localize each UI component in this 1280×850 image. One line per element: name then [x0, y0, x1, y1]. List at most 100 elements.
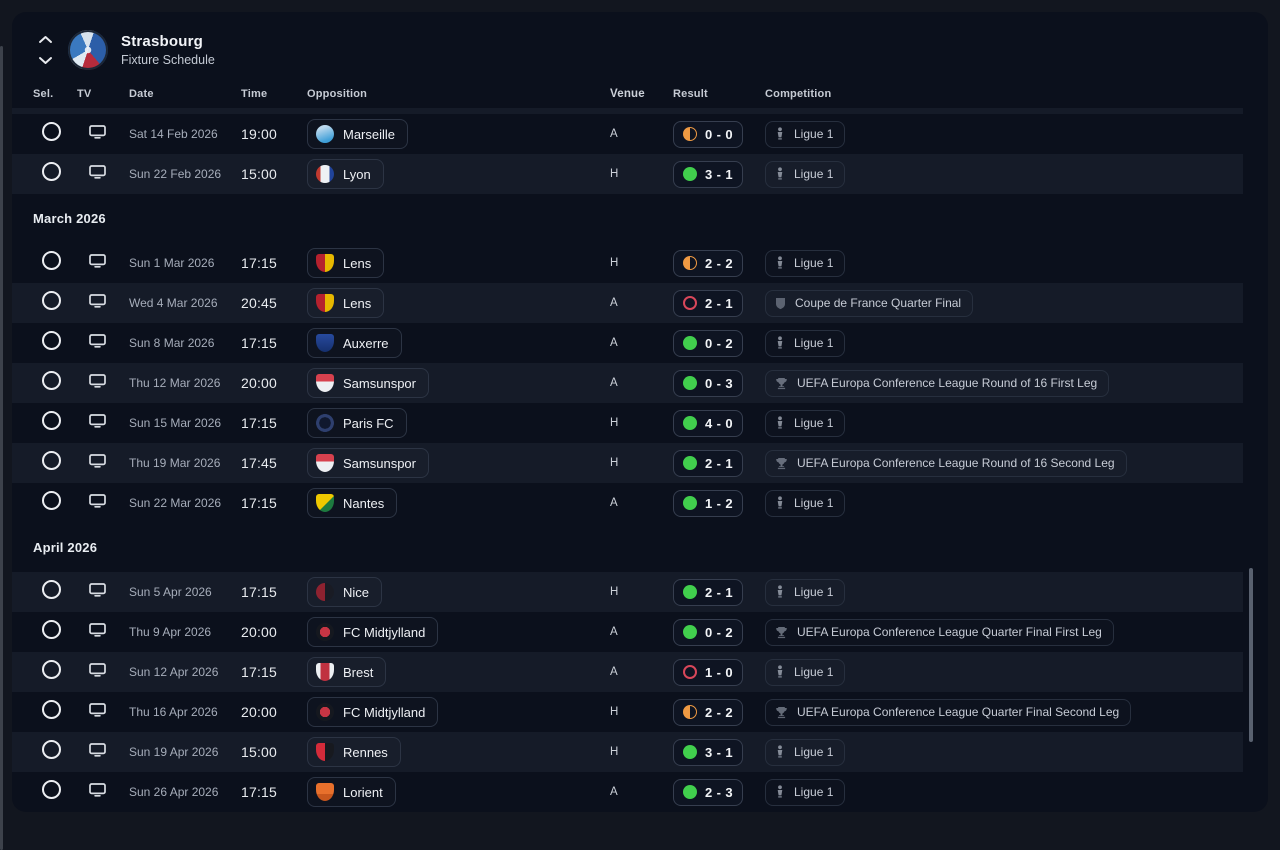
competition-badge[interactable]: Ligue 1: [765, 120, 846, 148]
select-radio[interactable]: [42, 620, 61, 639]
month-label: March 2026: [33, 211, 106, 226]
competition-badge[interactable]: UEFA Europa Conference League Quarter Fi…: [765, 618, 1114, 646]
opposition-button[interactable]: Samsunspor: [307, 368, 429, 398]
column-header-opposition[interactable]: Opposition: [307, 88, 368, 100]
result-badge[interactable]: 2 - 2: [673, 698, 744, 726]
result-badge[interactable]: 3 - 1: [673, 160, 744, 188]
select-radio[interactable]: [42, 451, 61, 470]
chevron-up-icon[interactable]: [36, 34, 54, 46]
fixture-row[interactable]: Sun 5 Apr 2026 17:15 Nice H 2 - 1 Ligue 1: [12, 572, 1243, 612]
column-header-sel[interactable]: Sel.: [33, 88, 54, 100]
fixture-row[interactable]: Sun 8 Mar 2026 17:15 Auxerre A 0 - 2 Ligue 1: [12, 323, 1243, 363]
select-radio[interactable]: [42, 660, 61, 679]
opposition-button[interactable]: Rennes: [307, 737, 401, 767]
opposition-button[interactable]: FC Midtjylland: [307, 617, 439, 647]
result-badge[interactable]: 0 - 3: [673, 369, 744, 397]
select-radio[interactable]: [42, 162, 61, 181]
fixture-row[interactable]: Thu 16 Apr 2026 20:00 FC Midtjylland H 2 - 2…: [12, 692, 1243, 732]
opposition-button[interactable]: FC Midtjylland: [307, 697, 439, 727]
result-badge[interactable]: 1 - 2: [673, 489, 744, 517]
opposition-button[interactable]: Nantes: [307, 488, 398, 518]
result-badge[interactable]: 2 - 3: [673, 778, 744, 806]
competition-badge[interactable]: Ligue 1: [765, 578, 846, 606]
select-radio[interactable]: [42, 291, 61, 310]
fixture-row[interactable]: Thu 9 Apr 2026 20:00 FC Midtjylland A 0 - 2 U…: [12, 612, 1243, 652]
chevron-down-icon[interactable]: [36, 55, 54, 67]
result-badge[interactable]: 3 - 1: [673, 738, 744, 766]
fixture-row[interactable]: Thu 12 Mar 2026 20:00 Samsunspor A 0 - 3 UEFA…: [12, 363, 1243, 403]
result-badge[interactable]: 0 - 2: [673, 618, 744, 646]
fixture-row[interactable]: Sun 22 Mar 2026 17:15 Nantes A 1 - 2 Ligue 1: [12, 483, 1243, 523]
column-header-date[interactable]: Date: [129, 88, 154, 100]
opposition-button[interactable]: Auxerre: [307, 328, 402, 358]
fixture-time: 17:15: [241, 664, 278, 680]
opposition-button[interactable]: Lens: [307, 248, 385, 278]
result-badge[interactable]: 0 - 0: [673, 120, 744, 148]
result-badge[interactable]: 2 - 1: [673, 578, 744, 606]
fixture-row[interactable]: Sat 14 Feb 2026 19:00 Marseille A 0 - 0 Ligue…: [12, 114, 1243, 154]
tv-icon: [89, 453, 106, 468]
opposition-name: Marseille: [343, 126, 396, 142]
fixture-row[interactable]: Sun 12 Apr 2026 17:15 Brest A 1 - 0 Ligue 1: [12, 652, 1243, 692]
competition-badge[interactable]: UEFA Europa Conference League Quarter Fi…: [765, 698, 1132, 726]
opposition-button[interactable]: Brest: [307, 657, 387, 687]
venue-label: H: [610, 168, 619, 180]
select-radio[interactable]: [42, 411, 61, 430]
result-win-icon: [683, 785, 697, 799]
competition-badge[interactable]: Ligue 1: [765, 409, 846, 437]
column-header-tv[interactable]: TV: [77, 88, 92, 100]
opposition-name: Nantes: [343, 495, 385, 511]
fixture-table: Sat 14 Feb 2026 19:00 Marseille A 0 - 0 Ligue…: [12, 108, 1243, 812]
select-radio[interactable]: [42, 371, 61, 390]
column-header-competition[interactable]: Competition: [765, 88, 832, 100]
score: 1 - 2: [705, 495, 734, 511]
fixture-row[interactable]: Sun 26 Apr 2026 17:15 Lorient A 2 - 3 Ligue 1: [12, 772, 1243, 812]
column-header-venue[interactable]: Venue: [610, 88, 645, 100]
select-radio[interactable]: [42, 580, 61, 599]
opposition-button[interactable]: Lyon: [307, 159, 384, 189]
opposition-button[interactable]: Paris FC: [307, 408, 407, 438]
competition-badge[interactable]: Ligue 1: [765, 489, 846, 517]
opposition-button[interactable]: Marseille: [307, 119, 409, 149]
select-radio[interactable]: [42, 700, 61, 719]
competition-name: Coupe de France Quarter Final: [795, 296, 962, 310]
select-radio[interactable]: [42, 122, 61, 141]
competition-badge[interactable]: Ligue 1: [765, 160, 846, 188]
select-radio[interactable]: [42, 491, 61, 510]
competition-badge[interactable]: Coupe de France Quarter Final: [765, 289, 974, 317]
competition-badge[interactable]: Ligue 1: [765, 658, 846, 686]
competition-badge[interactable]: Ligue 1: [765, 329, 846, 357]
opposition-button[interactable]: Samsunspor: [307, 448, 429, 478]
result-badge[interactable]: 2 - 2: [673, 249, 744, 277]
result-badge[interactable]: 0 - 2: [673, 329, 744, 357]
fixture-row[interactable]: Sun 22 Feb 2026 15:00 Lyon H 3 - 1 Ligue 1: [12, 154, 1243, 194]
fixture-row[interactable]: Wed 4 Mar 2026 20:45 Lens A 2 - 1 Coupe de Fr…: [12, 283, 1243, 323]
select-radio[interactable]: [42, 331, 61, 350]
result-badge[interactable]: 2 - 1: [673, 289, 744, 317]
result-win-icon: [683, 167, 697, 181]
select-radio[interactable]: [42, 780, 61, 799]
competition-badge[interactable]: UEFA Europa Conference League Round of 1…: [765, 369, 1110, 397]
column-header-result[interactable]: Result: [673, 88, 708, 100]
team-badge-icon: [316, 583, 334, 601]
select-radio[interactable]: [42, 740, 61, 759]
select-radio[interactable]: [42, 251, 61, 270]
opposition-button[interactable]: Lorient: [307, 777, 396, 807]
competition-badge[interactable]: Ligue 1: [765, 738, 846, 766]
opposition-button[interactable]: Lens: [307, 288, 385, 318]
scrollbar-thumb[interactable]: [1249, 568, 1253, 742]
fixture-row[interactable]: Sun 19 Apr 2026 15:00 Rennes H 3 - 1 Ligue 1: [12, 732, 1243, 772]
fixture-row[interactable]: Sun 15 Mar 2026 17:15 Paris FC H 4 - 0 Ligue …: [12, 403, 1243, 443]
fixture-row[interactable]: Thu 19 Mar 2026 17:45 Samsunspor H 2 - 1 UEFA…: [12, 443, 1243, 483]
opposition-button[interactable]: Nice: [307, 577, 383, 607]
competition-badge[interactable]: Ligue 1: [765, 778, 846, 806]
fixture-row[interactable]: Sun 1 Mar 2026 17:15 Lens H 2 - 2 Ligue 1: [12, 243, 1243, 283]
result-badge[interactable]: 4 - 0: [673, 409, 744, 437]
result-badge[interactable]: 2 - 1: [673, 449, 744, 477]
competition-badge[interactable]: UEFA Europa Conference League Round of 1…: [765, 449, 1127, 477]
column-header-time[interactable]: Time: [241, 88, 268, 100]
result-badge[interactable]: 1 - 0: [673, 658, 744, 686]
tv-icon: [89, 662, 106, 677]
team-badge-icon: [316, 334, 334, 352]
competition-badge[interactable]: Ligue 1: [765, 249, 846, 277]
